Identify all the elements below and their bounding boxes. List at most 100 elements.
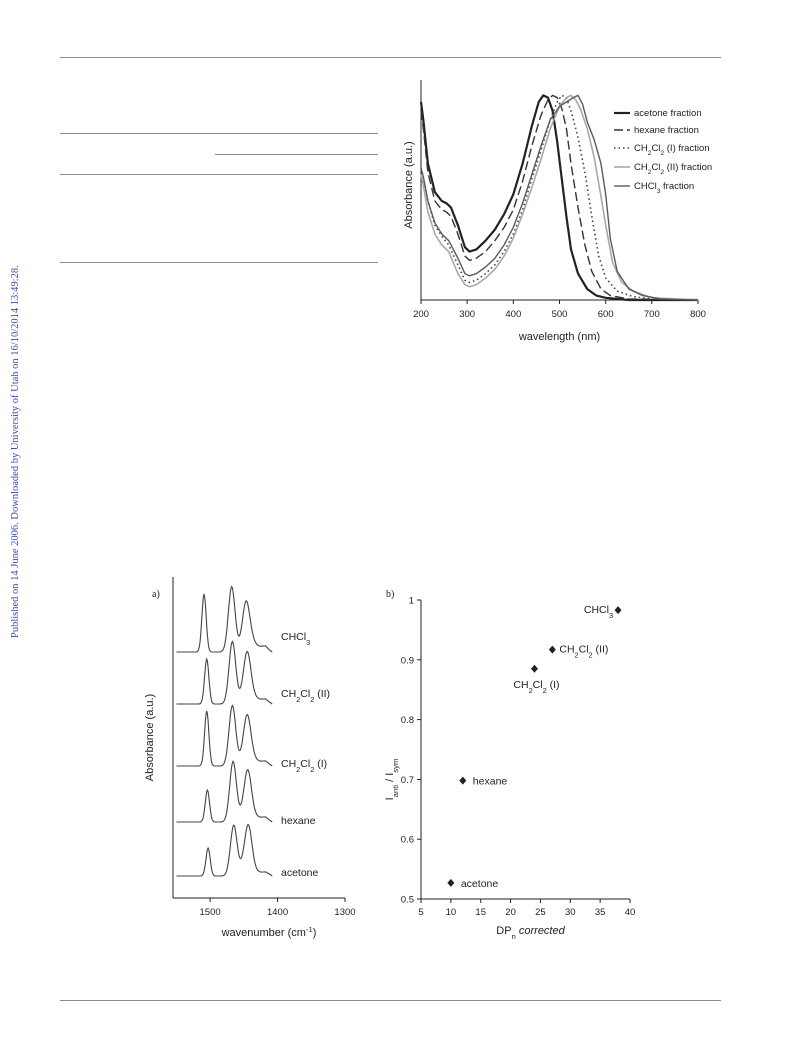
subscript: 2 <box>310 765 314 774</box>
x-tick-label: 600 <box>598 309 614 320</box>
ir-axes: 1500 1400 1300 wavenumber (cm-1) Absorbance … <box>144 577 356 939</box>
ir-trace-line <box>176 585 273 653</box>
label-part: CH <box>513 679 528 691</box>
x-title-close: ) <box>313 927 317 939</box>
x-tick-label: 10 <box>446 907 457 918</box>
x-title-italic: corrected <box>516 925 566 937</box>
x-tick-label: 5 <box>418 907 423 918</box>
label-part: Cl <box>300 688 310 700</box>
label-part: (II) fraction <box>664 162 712 173</box>
data-point-label: CHCl3 <box>584 604 613 620</box>
label-part: hexane <box>281 815 316 827</box>
label-part: CH <box>281 688 296 700</box>
subscript: 2 <box>575 650 579 659</box>
label-part: Cl <box>300 758 310 770</box>
ir-trace-line <box>176 824 273 877</box>
legend-label: acetone fraction <box>634 108 702 119</box>
y-tick-label: 0.7 <box>401 775 414 786</box>
trace-label: CH2Cl2 (II) <box>281 688 330 704</box>
data-point-marker <box>530 664 538 673</box>
label-part: hexane fraction <box>634 125 699 136</box>
label-part: hexane <box>473 776 508 788</box>
series-line <box>419 94 698 302</box>
x-tick-label: 800 <box>690 309 706 320</box>
x-tick-label: 30 <box>565 907 576 918</box>
x-tick-label: 400 <box>505 309 521 320</box>
x-tick-label: 700 <box>644 309 660 320</box>
label-part: fraction <box>660 181 694 192</box>
ir-trace-line <box>176 760 273 823</box>
y-axis-title: Absorbance (a.u.) <box>144 694 156 781</box>
label-part: CH <box>559 644 574 656</box>
subscript: 2 <box>296 695 300 704</box>
label-part: CHCl <box>634 181 657 192</box>
uv-vis-series <box>419 94 699 302</box>
x-tick-label: 300 <box>459 309 475 320</box>
series-line <box>420 94 699 301</box>
x-tick-label: 1500 <box>200 907 221 918</box>
legend-label: CH2Cl2 (II) fraction <box>634 162 712 176</box>
label-part: (I) fraction <box>664 143 709 154</box>
x-tick-label: 15 <box>475 907 486 918</box>
subscript: 3 <box>306 638 310 647</box>
subscript: 2 <box>648 169 652 176</box>
x-tick-label: 1300 <box>334 907 355 918</box>
x-tick-label: 200 <box>413 309 429 320</box>
trace-label: acetone <box>281 867 319 879</box>
subscript: 2 <box>296 765 300 774</box>
label-part: Cl <box>651 143 660 154</box>
label-part: acetone <box>281 867 319 879</box>
label-part: Cl <box>579 644 589 656</box>
trace-label: CH2Cl2 (I) <box>281 758 327 774</box>
x-title-main: wavenumber (cm <box>221 927 306 939</box>
ir-trace-line <box>176 640 273 705</box>
series-line <box>420 94 699 301</box>
x-tick-label: 35 <box>595 907 606 918</box>
data-point-marker <box>614 606 622 615</box>
label-part: (I) <box>314 758 327 770</box>
x-tick-label: 40 <box>625 907 636 918</box>
legend-label: CH2Cl2 (I) fraction <box>634 143 710 157</box>
subscript: 2 <box>543 685 547 694</box>
trace-label: CHCl3 <box>281 631 310 647</box>
panel-label-a: a) <box>152 589 160 600</box>
y-tick-label: 0.8 <box>401 715 414 726</box>
label-part: acetone <box>461 878 499 890</box>
x-tick-label: 500 <box>552 309 568 320</box>
legend-label: hexane fraction <box>634 125 699 136</box>
legend-label: CHCl3 fraction <box>634 181 694 195</box>
subscript: 2 <box>660 150 664 157</box>
label-part: CH <box>634 162 648 173</box>
y-title-part: I <box>384 797 396 800</box>
x-tick-label: 1400 <box>267 907 288 918</box>
subscript: 2 <box>310 695 314 704</box>
scatter-axes: 5 10 15 20 25 30 35 40 0.5 0.6 0.7 0.8 0.9 1 DPn corre… <box>384 589 635 941</box>
label-part: (II) <box>593 644 609 656</box>
y-title-part: anti <box>391 785 400 798</box>
label-part: Cl <box>533 679 543 691</box>
x-tick-label: 20 <box>505 907 516 918</box>
label-part: acetone fraction <box>634 108 702 119</box>
table-rule-1 <box>60 133 378 134</box>
series-line <box>420 94 699 301</box>
x-title-sup: -1 <box>306 925 313 934</box>
table-rule-2 <box>215 154 378 155</box>
subscript: 2 <box>648 150 652 157</box>
x-axis-title: wavenumber (cm-1) <box>221 925 317 940</box>
label-part: (I) <box>547 679 560 691</box>
x-axis-title: DPn corrected <box>496 925 565 941</box>
data-point-marker <box>548 645 556 654</box>
label-part: Cl <box>651 162 660 173</box>
y-axis-title: Absorbance (a.u.) <box>403 141 415 228</box>
y-axis-title: Ianti / Isym <box>384 759 400 801</box>
table-rule-3 <box>60 174 378 175</box>
y-title-part: / I <box>384 773 396 785</box>
label-part: CHCl <box>584 604 609 616</box>
y-title-part: sym <box>391 759 400 773</box>
data-point-label: acetone <box>461 878 499 890</box>
y-tick-label: 0.5 <box>401 895 414 906</box>
